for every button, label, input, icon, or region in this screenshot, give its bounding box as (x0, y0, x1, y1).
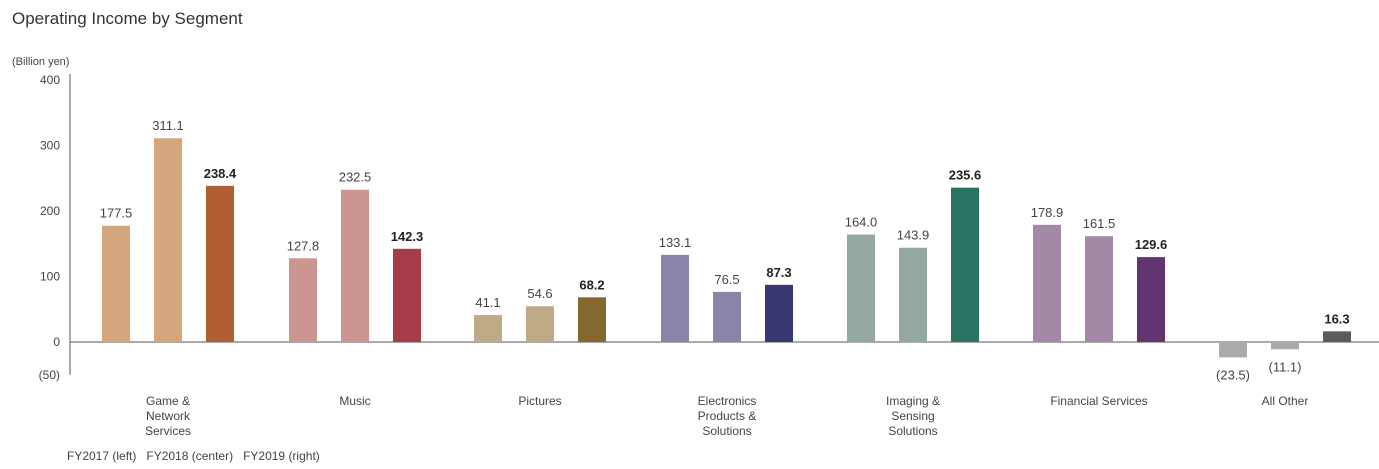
y-tick-label: (50) (39, 368, 60, 382)
bar-value-label: 68.2 (579, 277, 604, 292)
y-tick-label: 200 (40, 204, 60, 218)
category-label: Solutions (702, 424, 751, 438)
bar-value-label: 142.3 (391, 229, 424, 244)
legend-text: FY2017 (left) FY2018 (center) FY2019 (ri… (67, 449, 320, 463)
bar-value-label: 127.8 (287, 238, 320, 253)
bar (1033, 224, 1061, 342)
bar-value-label: 76.5 (714, 272, 739, 287)
bar (289, 258, 317, 342)
bar-value-label: 178.9 (1031, 205, 1064, 220)
bar (1219, 342, 1247, 358)
y-tick-label: 400 (40, 73, 60, 87)
category-label: Sensing (891, 409, 934, 423)
category-label: Network (146, 409, 191, 423)
bar (474, 315, 502, 342)
category-label: Imaging & (886, 394, 940, 408)
bar (206, 185, 234, 342)
y-axis-label: (Billion yen) (12, 56, 69, 68)
bar (154, 138, 182, 342)
category-label: All Other (1262, 394, 1309, 408)
y-tick-label: 300 (40, 139, 60, 153)
bar-value-label: 129.6 (1135, 237, 1168, 252)
bar-value-label: 87.3 (766, 265, 791, 280)
bar-value-label: (11.1) (1269, 359, 1302, 374)
bar (713, 291, 741, 342)
bar (661, 254, 689, 342)
bar (1085, 236, 1113, 342)
y-axis-ticks: 400 300 200 100 0 (50) (39, 73, 61, 382)
bars (102, 138, 1351, 358)
bar (526, 306, 554, 342)
category-label: Music (339, 394, 370, 408)
y-tick-label: 0 (53, 335, 60, 349)
bar (951, 187, 979, 342)
category-label: Products & (698, 409, 757, 423)
chart-title: Operating Income by Segment (12, 9, 243, 28)
category-label: Services (145, 424, 191, 438)
bar (1323, 331, 1351, 342)
bar-value-label: 232.5 (339, 170, 372, 185)
category-label: Financial Services (1050, 394, 1147, 408)
bar-value-label: 164.0 (845, 215, 878, 230)
bar (1271, 342, 1299, 350)
bar (102, 225, 130, 342)
bar (765, 284, 793, 342)
bar-value-label: 177.5 (100, 206, 133, 221)
y-tick-label: 100 (40, 270, 60, 284)
bar-value-label: 54.6 (527, 286, 552, 301)
category-label: Pictures (518, 394, 561, 408)
bar-value-label: 143.9 (897, 228, 930, 243)
bar-value-label: 311.1 (152, 118, 184, 133)
bar-value-label: 41.1 (475, 295, 500, 310)
category-label: Solutions (888, 424, 937, 438)
bar-value-label: 16.3 (1324, 311, 1349, 326)
category-label: Electronics (698, 394, 757, 408)
bar (578, 297, 606, 342)
category-label: Game & (146, 394, 190, 408)
bar-value-label: 235.6 (949, 168, 982, 183)
value-labels: 177.5 311.1 238.4 127.8 232.5 142.3 41.1 54.6 68… (100, 118, 1350, 382)
bar (341, 189, 369, 342)
bar-value-label: 161.5 (1083, 216, 1116, 231)
bar (393, 248, 421, 342)
bar-value-label: (23.5) (1216, 367, 1250, 382)
bar (1137, 257, 1165, 342)
bar-value-label: 133.1 (659, 235, 692, 250)
bar-value-label: 238.4 (204, 166, 237, 181)
bar (899, 247, 927, 342)
bar (847, 234, 875, 342)
